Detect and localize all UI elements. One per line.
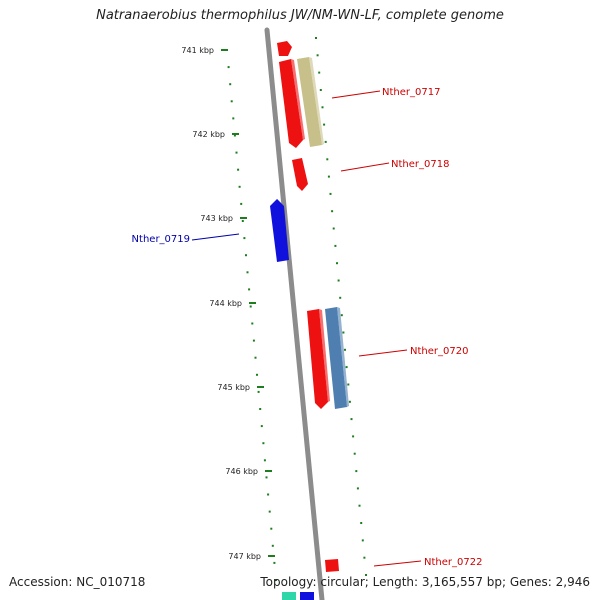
tick-743: 743 kbp [200, 214, 247, 223]
gene-feature-nther-0722[interactable] [325, 559, 339, 572]
tick-label: 743 kbp [200, 214, 233, 223]
svg-text:Nther_0720: Nther_0720 [410, 346, 468, 357]
feature-blue-bottom[interactable] [300, 592, 314, 600]
right-tick-track [315, 37, 367, 576]
tick-label: 746 kbp [225, 467, 258, 476]
tick-742: 742 kbp [192, 130, 239, 139]
svg-text:Nther_0718: Nther_0718 [391, 159, 449, 170]
accession-label: Accession: NC_010718 [9, 575, 146, 589]
left-tick-track [226, 49, 277, 581]
tick-745: 745 kbp [217, 383, 264, 392]
gene-feature-nther-0717[interactable] [279, 59, 305, 148]
tick-747: 747 kbp [228, 552, 275, 561]
tick-label: 744 kbp [209, 299, 242, 308]
tick-746: 746 kbp [225, 467, 272, 476]
gene-feature-nther-0718[interactable] [292, 158, 308, 191]
feature-olive-block[interactable] [297, 57, 324, 147]
feature-steel-block[interactable] [325, 307, 349, 409]
gene-label-nther-0719[interactable]: Nther_0719 [132, 233, 240, 245]
gene-label-nther-0717[interactable]: Nther_0717 [331, 87, 440, 99]
gene-label-nther-0720[interactable]: Nther_0720 [358, 346, 468, 357]
gene-feature-nther-0719[interactable] [270, 199, 289, 262]
tick-label: 741 kbp [181, 46, 214, 55]
map-title: Natranaerobius thermophilus JW/NM-WN-LF,… [96, 8, 504, 23]
svg-text:Nther_0719: Nther_0719 [132, 234, 190, 245]
tick-741: 741 kbp [181, 46, 228, 55]
scale-ticks: 741 kbp 742 kbp 743 kbp 744 kbp 745 kbp … [181, 46, 275, 561]
genome-backbone [264, 27, 325, 600]
gene-label-nther-0722[interactable]: Nther_0722 [373, 557, 482, 568]
svg-text:Nther_0717: Nther_0717 [382, 87, 440, 98]
svg-text:Nther_0722: Nther_0722 [424, 557, 482, 568]
tick-label: 745 kbp [217, 383, 250, 392]
genome-info-label: Topology: circular; Length: 3,165,557 bp… [260, 575, 590, 589]
gene-label-nther-0718[interactable]: Nther_0718 [340, 159, 449, 172]
feature-teal-bottom[interactable] [282, 592, 296, 600]
tick-label: 742 kbp [192, 130, 225, 139]
tick-744: 744 kbp [209, 299, 256, 308]
tick-label: 747 kbp [228, 552, 261, 561]
gene-feature-small-top[interactable] [277, 41, 292, 56]
gene-feature-nther-0720[interactable] [307, 309, 330, 409]
